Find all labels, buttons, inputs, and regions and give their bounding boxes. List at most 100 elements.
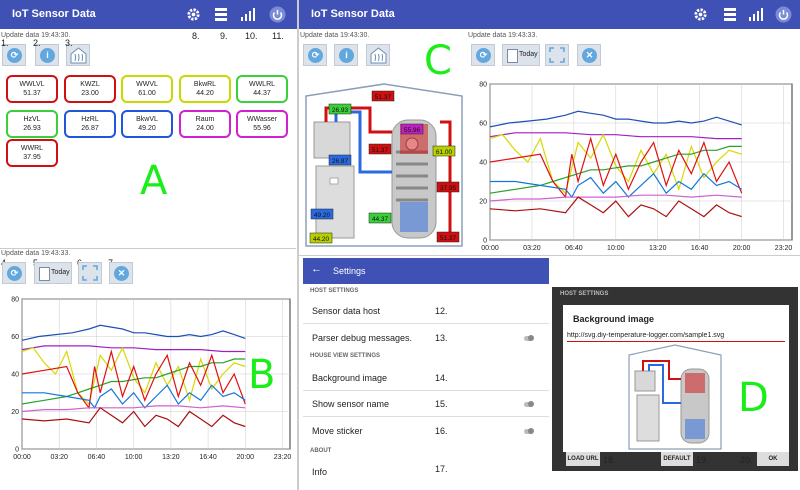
x-tick-label: 13:20	[162, 454, 180, 461]
today-button[interactable]: Today	[34, 262, 72, 284]
info-button[interactable]: i	[35, 44, 59, 66]
close-chart-button[interactable]: ✕	[109, 262, 133, 284]
preview-heat-pump	[634, 370, 656, 392]
refresh-button-c-chart[interactable]: ⟳	[471, 44, 495, 66]
refresh-button-c[interactable]: ⟳	[303, 44, 327, 66]
house-sensor-badge[interactable]	[328, 154, 352, 166]
list-icon[interactable]	[723, 7, 737, 22]
refresh-icon: ⟳	[476, 48, 491, 63]
sensor-tile[interactable]: BkwRL 44.20	[179, 75, 231, 103]
house-sensor-badge[interactable]	[436, 231, 460, 243]
house-view-button-c[interactable]	[366, 44, 390, 66]
separator	[303, 390, 549, 391]
x-tick-label: 23:20	[274, 454, 292, 461]
preview-tank-cold	[685, 419, 705, 439]
sensor-name-toggle[interactable]	[524, 401, 534, 407]
series-line	[21, 346, 246, 406]
refresh-button-chart[interactable]: ⟳	[2, 262, 26, 284]
house-sensor-badge[interactable]	[400, 123, 424, 135]
chart-icon[interactable]	[240, 7, 257, 22]
house-view-button[interactable]	[66, 44, 90, 66]
heat-pump	[313, 121, 351, 159]
setting-move-sticker[interactable]: Move sticker	[312, 426, 363, 436]
sensor-tile-value: 55.96	[253, 125, 271, 132]
house-sensor-value: 44.20	[313, 236, 330, 243]
marker-16: 16.	[435, 426, 448, 436]
marker-12: 12.	[435, 306, 448, 316]
zoom-fit-button[interactable]	[78, 262, 102, 284]
sensor-tile-name: KWZL	[80, 81, 100, 88]
sensor-tile[interactable]: BkwVL 49.20	[121, 110, 173, 138]
load-url-button[interactable]: LOAD URL	[566, 452, 600, 466]
series-line	[21, 324, 246, 341]
sensor-tile-name: Raum	[195, 116, 215, 123]
house-sensor-badge[interactable]	[368, 212, 392, 224]
marker-3: 3.	[65, 38, 73, 48]
sensor-tile[interactable]: WWRL 37.95	[6, 139, 58, 167]
power-icon[interactable]	[269, 6, 286, 23]
close-chart-button-c[interactable]: ✕	[577, 44, 601, 66]
house-sensor-value: 26.93	[332, 107, 349, 114]
preview-boiler	[636, 394, 660, 442]
zoom-fit-button-c[interactable]	[545, 44, 569, 66]
sensor-tile-name: WWLVL	[19, 81, 45, 88]
section-host: HOST SETTINGS	[310, 288, 359, 294]
app-bar-a: IoT Sensor Data	[0, 0, 297, 29]
house-outline	[305, 83, 463, 247]
sensor-tile[interactable]: WWVL 61.00	[121, 75, 173, 103]
url-input[interactable]: http://svg.diy-temperature-logger.com/sa…	[567, 332, 785, 342]
house-sensor-badge[interactable]	[309, 232, 333, 244]
setting-background-image[interactable]: Background image	[312, 373, 388, 383]
series-line	[489, 110, 742, 128]
background-image-dialog: Background image http://svg.diy-temperat…	[563, 305, 789, 452]
y-tick-label: 40	[11, 372, 19, 379]
house-sensor-value: 51.37	[440, 235, 457, 242]
back-arrow-icon[interactable]: ←	[311, 263, 322, 275]
house-sensor-badge[interactable]	[310, 208, 334, 220]
default-button[interactable]: DEFAULT	[661, 452, 693, 466]
app-title-c: IoT Sensor Data	[311, 8, 395, 20]
sensor-tile[interactable]: WWasser 55.96	[236, 110, 288, 138]
today-button-c[interactable]: Today	[502, 44, 540, 66]
marker-10: 10.	[245, 31, 258, 41]
house-sensor-badge[interactable]	[328, 103, 352, 115]
sensor-tile-value: 44.20	[196, 90, 214, 97]
gear-icon[interactable]	[693, 7, 708, 22]
background-preview	[628, 344, 722, 450]
house-sensor-badge[interactable]	[371, 90, 395, 102]
ok-button[interactable]: OK	[757, 452, 789, 466]
y-tick-label: 60	[479, 121, 487, 128]
panel-label-d: D	[738, 375, 769, 421]
x-tick-label: 20:00	[733, 245, 751, 252]
preview-house-outline	[628, 344, 722, 450]
preview-hot-pipe	[642, 360, 681, 380]
setting-parser-debug[interactable]: Parser debug messages.	[312, 333, 413, 343]
house-sensor-value: 61.00	[436, 149, 453, 156]
hot-pipe	[324, 106, 392, 134]
info-button-c[interactable]: i	[334, 44, 358, 66]
preview-cold-pipe	[648, 364, 681, 404]
debug-toggle[interactable]	[524, 335, 534, 341]
marker-9: 9.	[220, 31, 228, 41]
house-sensor-badge[interactable]	[368, 143, 392, 155]
setting-show-sensor-name[interactable]: Show sensor name	[312, 399, 390, 409]
sensor-tile[interactable]: HzRL 26.87	[64, 110, 116, 138]
close-icon: ✕	[582, 48, 597, 63]
sensor-tile[interactable]: KWZL 23.00	[64, 75, 116, 103]
list-icon[interactable]	[214, 7, 228, 22]
gear-icon[interactable]	[186, 7, 201, 22]
setting-info[interactable]: Info	[312, 467, 328, 477]
house-sensor-badge[interactable]	[436, 181, 460, 193]
house-sensor-value: 26.87	[332, 158, 349, 165]
setting-sensor-host[interactable]: Sensor data host	[312, 306, 381, 316]
sensor-tile[interactable]: WWLVL 51.37	[6, 75, 58, 103]
series-line	[489, 136, 743, 199]
house-sensor-badge[interactable]	[432, 145, 456, 157]
sensor-tile[interactable]: HzVL 26.93	[6, 110, 58, 138]
chart-icon[interactable]	[748, 7, 765, 22]
power-icon[interactable]	[775, 6, 792, 23]
move-sticker-toggle[interactable]	[524, 428, 534, 434]
refresh-button[interactable]: ⟳	[2, 44, 26, 66]
sensor-tile[interactable]: Raum 24.00	[179, 110, 231, 138]
sensor-tile[interactable]: WWLRL 44.37	[236, 75, 288, 103]
